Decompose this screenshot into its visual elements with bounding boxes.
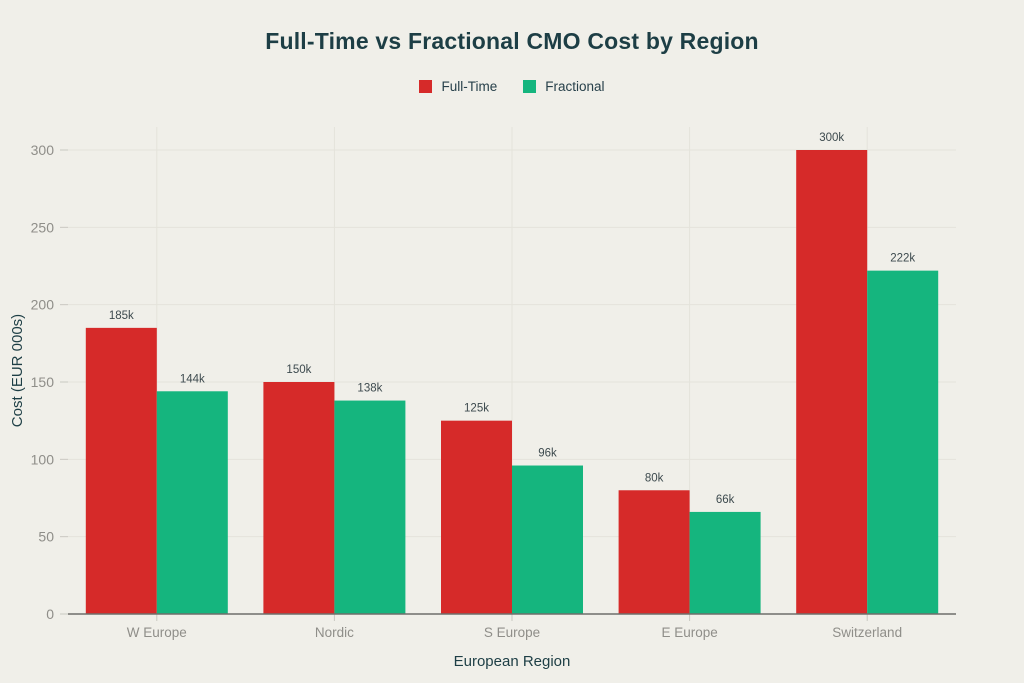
bars-layer xyxy=(85,150,939,614)
chart-legend: Full-Time Fractional xyxy=(0,79,1024,94)
value-label-full-time-w-europe: 185k xyxy=(109,310,134,322)
value-label-full-time-s-europe: 125k xyxy=(464,403,489,415)
bar-fractional-s-europe xyxy=(512,465,583,614)
x-tick-label-w-europe: W Europe xyxy=(127,625,187,640)
value-label-full-time-e-europe: 80k xyxy=(645,472,664,484)
value-label-fractional-s-europe: 96k xyxy=(538,448,557,460)
axes-layer: European Region Cost (EUR 000s) xyxy=(9,314,956,670)
y-tick-label-300: 300 xyxy=(31,142,55,158)
value-label-fractional-switzerland: 222k xyxy=(890,253,915,265)
bar-fractional-switzerland xyxy=(867,270,939,614)
y-tick-label-200: 200 xyxy=(31,297,55,313)
labels-layer: 0 50 100 150 200 250 300 W Europe Nordic S Europe… xyxy=(31,132,916,640)
legend-swatch-fractional xyxy=(523,80,537,93)
y-tick-label-0: 0 xyxy=(46,606,54,622)
chart-title: Full-Time vs Fractional CMO Cost by Regi… xyxy=(265,28,759,54)
bar-full-time-s-europe xyxy=(441,420,512,614)
y-tick-label-50: 50 xyxy=(38,529,54,545)
legend-label-fractional: Fractional xyxy=(545,79,605,94)
value-label-fractional-e-europe: 66k xyxy=(716,494,735,506)
bar-full-time-w-europe xyxy=(85,327,157,614)
x-tick-label-s-europe: S Europe xyxy=(484,625,540,640)
bar-full-time-e-europe xyxy=(618,490,690,614)
value-label-full-time-switzerland: 300k xyxy=(819,132,844,144)
bar-fractional-w-europe xyxy=(156,391,228,614)
bar-full-time-nordic xyxy=(263,382,335,614)
bar-fractional-nordic xyxy=(334,400,406,614)
y-tick-label-100: 100 xyxy=(31,451,55,467)
bar-full-time-switzerland xyxy=(796,150,868,614)
x-axis-title: European Region xyxy=(454,653,571,670)
legend-label-full-time: Full-Time xyxy=(441,79,498,94)
bar-fractional-e-europe xyxy=(689,511,761,614)
y-tick-label-150: 150 xyxy=(31,374,55,390)
legend-item-full-time[interactable]: Full-Time xyxy=(419,79,497,94)
value-label-full-time-nordic: 150k xyxy=(286,364,311,376)
y-tick-label-250: 250 xyxy=(31,219,55,235)
y-axis-title: Cost (EUR 000s) xyxy=(9,314,26,427)
legend-item-fractional[interactable]: Fractional xyxy=(523,79,605,94)
legend-swatch-full-time xyxy=(419,80,433,93)
x-tick-label-e-europe: E Europe xyxy=(661,625,717,640)
x-tick-label-nordic: Nordic xyxy=(315,625,354,640)
value-label-fractional-w-europe: 144k xyxy=(180,373,205,385)
x-tick-label-switzerland: Switzerland xyxy=(832,625,902,640)
value-label-fractional-nordic: 138k xyxy=(357,383,382,395)
